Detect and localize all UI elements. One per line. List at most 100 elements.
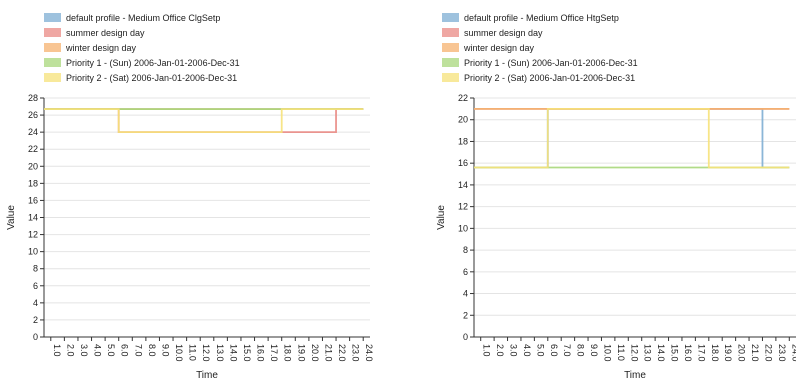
legend: default profile - Medium Office ClgSetp s… <box>44 10 240 85</box>
x-tick-label: 24.0 <box>364 344 374 362</box>
y-tick-label: 0 <box>463 332 468 342</box>
x-tick-label: 1.0 <box>482 344 492 357</box>
x-tick-label: 5.0 <box>106 344 116 357</box>
x-tick-label: 12.0 <box>201 344 211 362</box>
x-tick-label: 15.0 <box>670 344 680 362</box>
legend-swatch <box>44 73 61 82</box>
legend-label: Priority 1 - (Sun) 2006-Jan-01-2006-Dec-… <box>66 57 240 68</box>
x-axis-label: Time <box>624 370 646 381</box>
chart-clgsetp: default profile - Medium Office ClgSetp s… <box>6 10 374 382</box>
x-tick-label: 22.0 <box>337 344 347 362</box>
chart-htgsetp: default profile - Medium Office HtgSetp s… <box>398 0 796 383</box>
legend-swatch <box>442 28 459 37</box>
y-tick-label: 0 <box>33 332 38 342</box>
y-tick-label: 14 <box>28 213 38 223</box>
legend-label: summer design day <box>66 27 145 38</box>
legend-label: default profile - Medium Office ClgSetp <box>66 12 221 23</box>
x-tick-label: 22.0 <box>763 344 773 362</box>
legend-label: Priority 2 - (Sat) 2006-Jan-01-2006-Dec-… <box>464 72 636 83</box>
legend-label: summer design day <box>464 27 543 38</box>
x-tick-label: 8.0 <box>576 344 586 357</box>
x-tick-label: 3.0 <box>79 344 89 357</box>
x-tick-label: 18.0 <box>283 344 293 362</box>
y-tick-label: 12 <box>28 230 38 240</box>
series-line-0 <box>474 107 790 169</box>
x-tick-label: 11.0 <box>616 344 626 361</box>
legend-item: Priority 1 - (Sun) 2006-Jan-01-2006-Dec-… <box>44 55 240 70</box>
x-tick-label: 10.0 <box>602 344 612 362</box>
y-tick-label: 8 <box>33 264 38 274</box>
y-tick-label: 10 <box>28 247 38 257</box>
x-tick-label: 17.0 <box>269 344 279 362</box>
y-tick-label: 28 <box>28 93 38 103</box>
x-tick-label: 3.0 <box>509 344 519 357</box>
legend-label: winter design day <box>66 42 137 53</box>
x-tick-label: 1.0 <box>52 344 62 357</box>
x-tick-label: 14.0 <box>228 344 238 362</box>
y-tick-label: 10 <box>458 223 468 233</box>
legend-swatch <box>44 28 61 37</box>
legend-label: Priority 1 - (Sun) 2006-Jan-01-2006-Dec-… <box>464 57 638 68</box>
legend-item: default profile - Medium Office ClgSetp <box>44 10 240 25</box>
legend-item: default profile - Medium Office HtgSetp <box>442 10 638 25</box>
x-tick-label: 9.0 <box>589 344 599 357</box>
legend-item: Priority 1 - (Sun) 2006-Jan-01-2006-Dec-… <box>442 55 638 70</box>
x-tick-label: 7.0 <box>562 344 572 357</box>
y-tick-label: 6 <box>33 281 38 291</box>
x-tick-label: 19.0 <box>723 344 733 362</box>
x-tick-label: 6.0 <box>120 344 130 357</box>
legend-label: default profile - Medium Office HtgSetp <box>464 12 619 23</box>
legend-swatch <box>44 43 61 52</box>
x-tick-label: 9.0 <box>160 344 170 357</box>
x-tick-label: 18.0 <box>710 344 720 362</box>
x-tick-label: 16.0 <box>256 344 266 362</box>
x-tick-label: 12.0 <box>629 344 639 362</box>
x-tick-label: 13.0 <box>643 344 653 362</box>
legend-swatch <box>44 58 61 67</box>
plot-area: 0 2 4 6 8 10 12 14 16 18 20 22 1.0 2.0 3.0 4.0 5.0 6.0 7.0… <box>436 93 796 381</box>
legend-swatch <box>442 43 459 52</box>
y-tick-label: 18 <box>458 136 468 146</box>
y-tick-label: 24 <box>28 127 38 137</box>
x-tick-label: 19.0 <box>296 344 306 362</box>
y-tick-label: 16 <box>28 195 38 205</box>
x-tick-label: 20.0 <box>310 344 320 362</box>
x-tick-label: 23.0 <box>777 344 787 362</box>
x-tick-label: 6.0 <box>549 344 559 357</box>
y-tick-label: 26 <box>28 110 38 120</box>
y-tick-label: 2 <box>33 315 38 325</box>
x-tick-label: 15.0 <box>242 344 252 362</box>
x-tick-label: 16.0 <box>683 344 693 362</box>
y-tick-label: 16 <box>458 158 468 168</box>
x-tick-label: 2.0 <box>65 344 75 357</box>
y-tick-label: 18 <box>28 178 38 188</box>
x-tick-label: 2.0 <box>495 344 505 357</box>
legend-item: winter design day <box>442 40 638 55</box>
x-tick-label: 21.0 <box>323 344 333 362</box>
x-tick-label: 17.0 <box>696 344 706 362</box>
x-tick-label: 4.0 <box>522 344 532 357</box>
y-tick-label: 22 <box>28 144 38 154</box>
x-tick-label: 7.0 <box>133 344 143 357</box>
y-tick-label: 12 <box>458 202 468 212</box>
legend-label: winter design day <box>464 42 535 53</box>
legend-swatch <box>44 13 61 22</box>
legend: default profile - Medium Office HtgSetp s… <box>442 10 638 85</box>
legend-item: summer design day <box>442 25 638 40</box>
legend-label: Priority 2 - (Sat) 2006-Jan-01-2006-Dec-… <box>66 72 238 83</box>
x-tick-label: 14.0 <box>656 344 666 362</box>
x-tick-label: 5.0 <box>535 344 545 357</box>
x-axis-label: Time <box>196 370 218 381</box>
y-axis-label: Value <box>6 205 17 230</box>
y-tick-label: 6 <box>463 267 468 277</box>
legend-item: Priority 2 - (Sat) 2006-Jan-01-2006-Dec-… <box>442 70 638 85</box>
x-tick-label: 10.0 <box>174 344 184 362</box>
y-axis-label: Value <box>436 205 447 230</box>
x-tick-label: 21.0 <box>750 344 760 362</box>
series-line-4 <box>44 108 364 134</box>
y-tick-label: 22 <box>458 93 468 103</box>
x-tick-label: 20.0 <box>737 344 747 362</box>
legend-swatch <box>442 13 459 22</box>
y-tick-label: 14 <box>458 180 468 190</box>
